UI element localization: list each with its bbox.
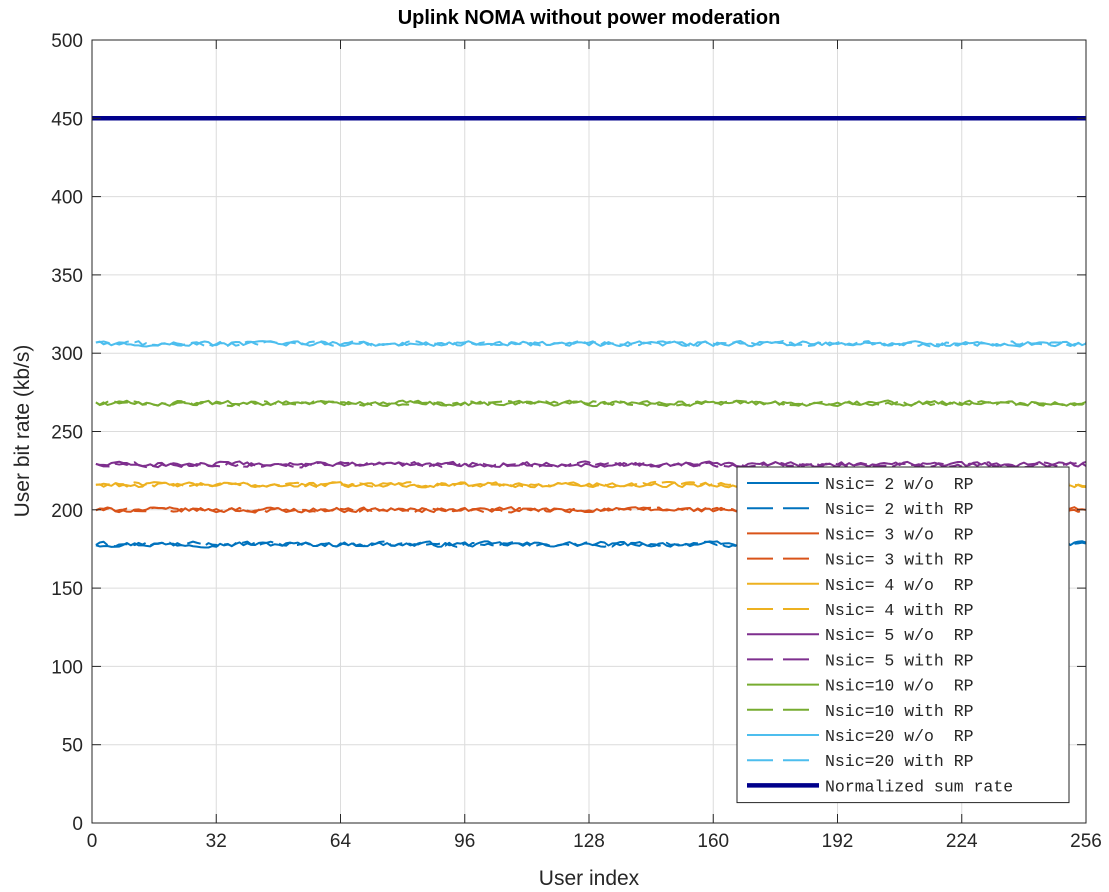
y-axis-label: User bit rate (kb/s): [11, 345, 34, 518]
x-tick-label: 256: [1070, 831, 1102, 852]
y-tick-label: 50: [62, 736, 83, 757]
x-tick-label: 128: [573, 831, 605, 852]
legend-label: Nsic=10 w/o RP: [825, 677, 974, 696]
legend-label: Nsic= 4 w/o RP: [825, 576, 974, 595]
x-tick-label: 32: [206, 831, 227, 852]
axis-ticks: 0 32 64 96 128 160 192 224 256 0 50 100 150 200 250 300…: [51, 31, 1102, 852]
series-line-7: [95, 460, 1087, 469]
series-line-8: [95, 399, 1087, 408]
legend-label: Nsic= 5 w/o RP: [825, 626, 974, 645]
legend-label: Nsic=10 with RP: [825, 702, 974, 721]
x-tick-label: 64: [330, 831, 352, 852]
y-tick-label: 100: [51, 657, 83, 678]
series-line-10: [95, 340, 1087, 348]
legend-label: Nsic=20 with RP: [825, 752, 974, 771]
legend-label: Normalized sum rate: [825, 777, 1013, 796]
y-tick-label: 300: [51, 344, 83, 365]
x-tick-label: 96: [454, 831, 475, 852]
legend: Nsic= 2 w/o RP Nsic= 2 with RP Nsic= 3 w/o…: [736, 466, 1070, 804]
y-tick-label: 400: [51, 188, 83, 209]
x-tick-label: 0: [87, 831, 98, 852]
series-line-9: [95, 399, 1087, 408]
x-tick-label: 192: [822, 831, 854, 852]
y-tick-label: 200: [51, 501, 83, 522]
y-tick-label: 0: [72, 814, 83, 835]
legend-label: Nsic= 2 with RP: [825, 500, 974, 519]
y-tick-label: 350: [51, 266, 83, 287]
y-tick-label: 250: [51, 423, 83, 444]
chart-title: Uplink NOMA without power moderation: [398, 7, 781, 29]
legend-label: Nsic=20 w/o RP: [825, 727, 974, 746]
series-line-11: [95, 339, 1087, 348]
legend-label: Nsic= 3 w/o RP: [825, 525, 974, 544]
legend-label: Nsic= 5 with RP: [825, 651, 974, 670]
legend-label: Nsic= 4 with RP: [825, 601, 974, 620]
y-tick-label: 500: [51, 31, 83, 52]
legend-label: Nsic= 3 with RP: [825, 551, 974, 570]
x-axis-label: User index: [539, 867, 640, 890]
y-tick-label: 150: [51, 579, 83, 600]
y-tick-label: 450: [51, 109, 83, 130]
x-tick-label: 224: [946, 831, 978, 852]
x-tick-label: 160: [697, 831, 729, 852]
legend-label: Nsic= 2 w/o RP: [825, 475, 974, 494]
series-line-5: [95, 480, 1087, 489]
